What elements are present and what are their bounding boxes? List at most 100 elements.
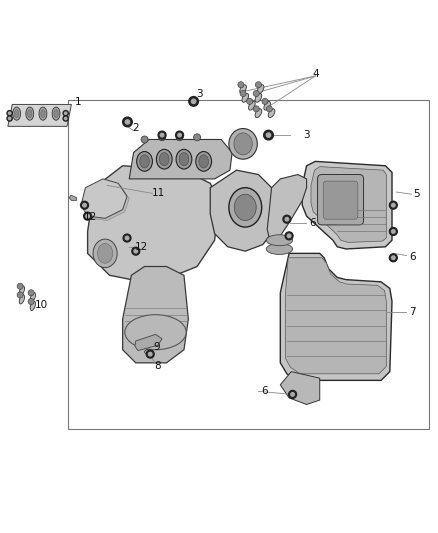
Ellipse shape [248,101,255,110]
Text: 6: 6 [409,252,416,262]
Circle shape [392,256,395,260]
Circle shape [389,254,397,262]
Circle shape [158,131,166,139]
Ellipse shape [30,301,35,311]
Text: 2: 2 [132,123,139,133]
Ellipse shape [266,235,293,246]
Ellipse shape [234,194,256,221]
Ellipse shape [14,110,19,118]
Circle shape [148,352,152,356]
Circle shape [262,98,268,104]
Circle shape [63,116,68,121]
Circle shape [253,106,259,112]
Ellipse shape [93,239,117,268]
Circle shape [17,292,23,298]
Circle shape [160,133,164,137]
Circle shape [123,234,131,242]
Circle shape [285,232,293,240]
Ellipse shape [264,101,271,110]
Ellipse shape [26,107,34,120]
Text: 3: 3 [303,130,310,140]
Polygon shape [286,258,386,374]
Bar [68,100,429,429]
Circle shape [28,290,34,296]
Ellipse shape [41,110,45,118]
Circle shape [7,110,12,116]
Polygon shape [123,266,188,363]
Circle shape [289,391,297,398]
Circle shape [238,82,244,88]
Circle shape [191,99,196,103]
Circle shape [253,91,259,96]
Polygon shape [311,167,386,243]
Circle shape [8,112,11,115]
Circle shape [176,131,184,139]
Circle shape [392,204,395,207]
Circle shape [64,112,67,115]
Text: 9: 9 [153,342,160,352]
Ellipse shape [229,188,262,227]
Circle shape [146,350,154,358]
Text: 4: 4 [312,69,319,79]
Circle shape [283,215,291,223]
Circle shape [141,136,148,143]
Circle shape [7,116,12,121]
Text: 10: 10 [35,300,48,310]
FancyBboxPatch shape [318,174,364,225]
Ellipse shape [156,149,172,169]
Circle shape [287,234,291,238]
Ellipse shape [28,110,32,118]
Text: 8: 8 [154,361,161,372]
Circle shape [194,134,201,141]
Circle shape [81,201,88,209]
Polygon shape [280,372,320,405]
Circle shape [63,110,68,116]
Circle shape [17,283,23,289]
Polygon shape [81,179,127,219]
Circle shape [285,217,289,221]
Polygon shape [267,174,307,240]
Circle shape [159,134,166,141]
Ellipse shape [179,152,189,166]
Circle shape [86,214,89,218]
Circle shape [123,117,132,127]
Circle shape [264,130,273,140]
Circle shape [189,96,198,106]
Ellipse shape [125,314,186,350]
Circle shape [240,91,246,96]
Text: 6: 6 [261,386,268,397]
Ellipse shape [255,109,262,118]
Circle shape [8,117,11,119]
FancyBboxPatch shape [323,181,358,219]
Polygon shape [88,166,219,284]
Ellipse shape [229,128,258,159]
Text: 11: 11 [152,188,165,198]
Polygon shape [129,140,232,179]
Polygon shape [135,334,162,351]
Ellipse shape [97,244,113,263]
Text: 3: 3 [196,90,203,99]
Circle shape [83,204,86,207]
Text: 12: 12 [84,213,97,222]
Circle shape [291,393,294,396]
Circle shape [125,236,129,240]
Polygon shape [210,170,278,251]
Ellipse shape [255,93,262,102]
Text: 1: 1 [74,97,81,107]
Text: 7: 7 [409,308,416,318]
Polygon shape [302,161,392,249]
Ellipse shape [145,349,153,354]
Circle shape [125,120,130,124]
Ellipse shape [159,152,169,166]
Ellipse shape [176,149,192,169]
Ellipse shape [140,155,149,168]
Circle shape [134,249,138,253]
Circle shape [389,228,397,236]
Ellipse shape [196,151,212,171]
Circle shape [266,133,271,138]
Ellipse shape [268,109,275,118]
Ellipse shape [234,133,252,155]
Text: 6: 6 [309,217,316,228]
Circle shape [84,212,92,220]
Polygon shape [280,253,392,381]
